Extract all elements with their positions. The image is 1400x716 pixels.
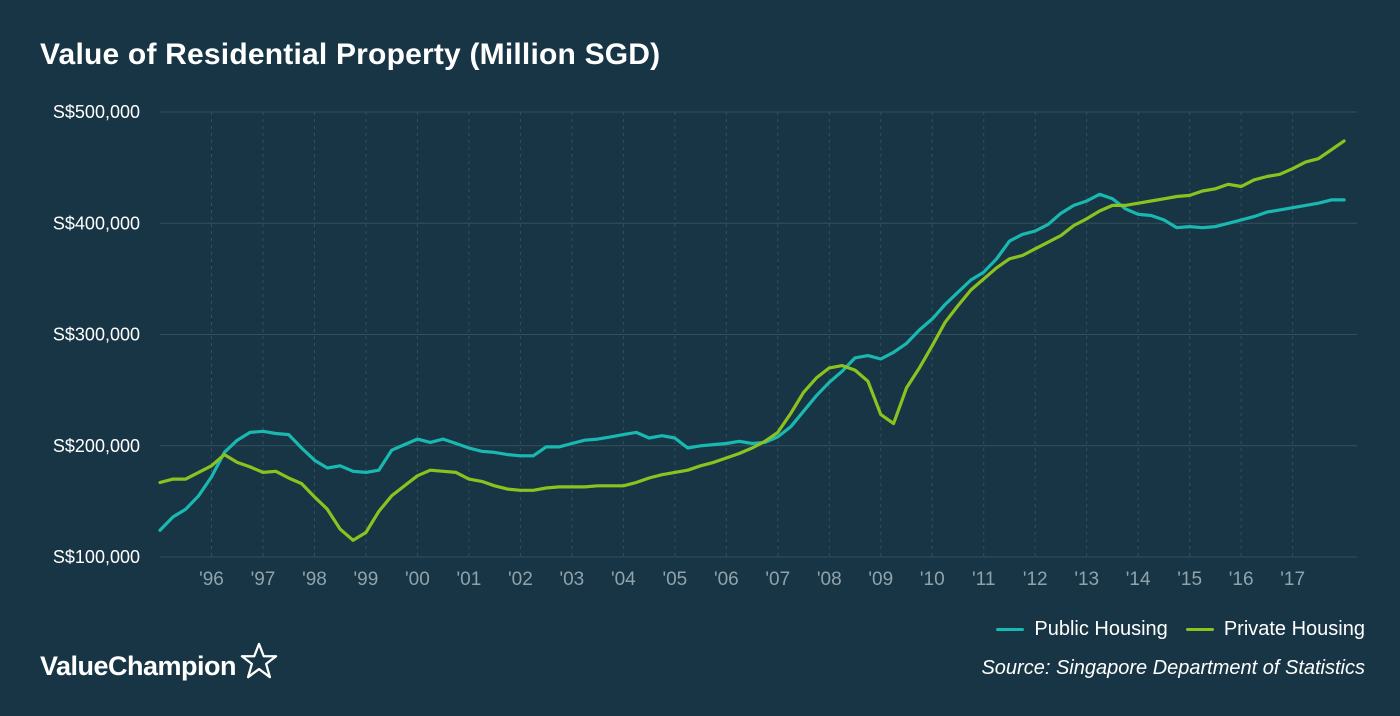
series-line-private [158, 139, 1346, 542]
legend: Public Housing Private Housing [996, 618, 1365, 641]
legend-item-public: Public Housing [996, 618, 1168, 641]
x-tick-label: '12 [1023, 569, 1048, 590]
legend-swatch-public [996, 628, 1025, 631]
x-tick-label: '04 [611, 569, 636, 590]
x-tick-label: '11 [972, 569, 995, 590]
chart-title: Value of Residential Property (Million S… [40, 38, 661, 71]
x-tick-label: '16 [1229, 569, 1254, 590]
legend-label-public: Public Housing [1034, 618, 1168, 640]
grid [160, 111, 1357, 558]
x-tick-label: '05 [662, 569, 687, 590]
legend-label-private: Private Housing [1223, 618, 1365, 640]
x-tick-label: '15 [1177, 569, 1202, 590]
y-tick-label: S$100,000 [53, 547, 140, 567]
legend-swatch-private [1185, 628, 1214, 631]
brand-logo: ValueChampion [40, 642, 278, 682]
x-tick-label: '99 [354, 569, 379, 590]
x-tick-label: '01 [457, 569, 482, 590]
x-tick-label: '00 [405, 569, 430, 590]
x-tick-label: '13 [1074, 569, 1099, 590]
legend-item-private: Private Housing [1185, 618, 1365, 641]
y-axis: S$100,000 S$200,000 S$300,000 S$400,000 S$50… [53, 102, 140, 567]
x-tick-label: '08 [817, 569, 842, 590]
x-tick-label: '17 [1280, 569, 1305, 590]
x-tick-label: '10 [920, 569, 945, 590]
x-tick-label: '96 [199, 569, 224, 590]
x-tick-label: '97 [251, 569, 276, 590]
star-outline-icon [240, 642, 278, 679]
source-note: Source: Singapore Department of Statisti… [981, 657, 1365, 679]
x-axis: '96 '97 '98 '99 '00 '01 '02 '03 '04 '05 '06 '07 '08 '… [199, 569, 1305, 590]
x-tick-label: '09 [868, 569, 893, 590]
x-tick-label: '07 [765, 569, 790, 590]
x-tick-label: '98 [302, 569, 327, 590]
y-tick-label: S$400,000 [53, 213, 140, 233]
y-tick-label: S$500,000 [53, 102, 140, 122]
series-line-public [158, 192, 1346, 532]
y-tick-label: S$200,000 [53, 436, 140, 456]
x-tick-label: '14 [1126, 569, 1151, 590]
brand-name: ValueChampion [40, 651, 237, 681]
x-tick-label: '06 [714, 569, 739, 590]
x-tick-label: '03 [559, 569, 584, 590]
series-lines [158, 139, 1346, 542]
x-tick-label: '02 [508, 569, 533, 590]
y-tick-label: S$300,000 [53, 325, 140, 345]
